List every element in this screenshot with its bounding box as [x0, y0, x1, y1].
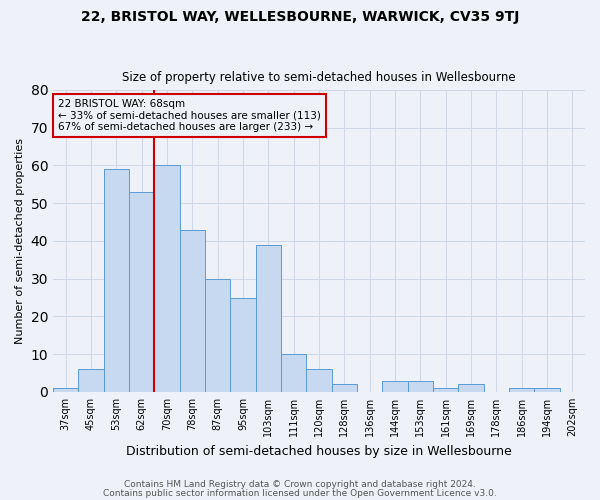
- Bar: [256, 244, 281, 392]
- Bar: [129, 192, 154, 392]
- Bar: [382, 380, 407, 392]
- Bar: [230, 298, 256, 392]
- Bar: [458, 384, 484, 392]
- Bar: [79, 370, 104, 392]
- Bar: [307, 370, 332, 392]
- Bar: [154, 166, 179, 392]
- Text: 22 BRISTOL WAY: 68sqm
← 33% of semi-detached houses are smaller (113)
67% of sem: 22 BRISTOL WAY: 68sqm ← 33% of semi-deta…: [58, 99, 321, 132]
- Bar: [407, 380, 433, 392]
- Text: Contains HM Land Registry data © Crown copyright and database right 2024.: Contains HM Land Registry data © Crown c…: [124, 480, 476, 489]
- Bar: [535, 388, 560, 392]
- Text: Contains public sector information licensed under the Open Government Licence v3: Contains public sector information licen…: [103, 488, 497, 498]
- Bar: [509, 388, 535, 392]
- Bar: [53, 388, 79, 392]
- Bar: [104, 169, 129, 392]
- Bar: [205, 278, 230, 392]
- Bar: [179, 230, 205, 392]
- Text: 22, BRISTOL WAY, WELLESBOURNE, WARWICK, CV35 9TJ: 22, BRISTOL WAY, WELLESBOURNE, WARWICK, …: [81, 10, 519, 24]
- Bar: [332, 384, 357, 392]
- Bar: [281, 354, 307, 392]
- X-axis label: Distribution of semi-detached houses by size in Wellesbourne: Distribution of semi-detached houses by …: [126, 444, 512, 458]
- Bar: [433, 388, 458, 392]
- Title: Size of property relative to semi-detached houses in Wellesbourne: Size of property relative to semi-detach…: [122, 72, 516, 85]
- Y-axis label: Number of semi-detached properties: Number of semi-detached properties: [15, 138, 25, 344]
